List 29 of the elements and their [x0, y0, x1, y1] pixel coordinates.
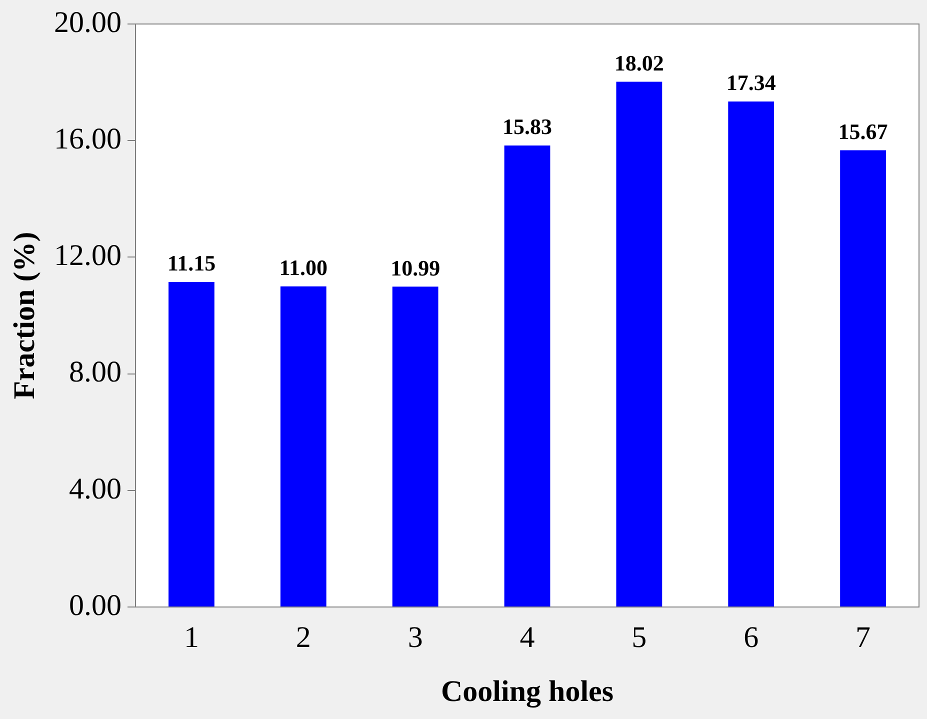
bar [616, 82, 662, 606]
y-tick-label: 16.00 [54, 122, 122, 156]
y-tick-label: 20.00 [54, 6, 122, 39]
x-tick-label: 2 [296, 620, 311, 654]
x-tick-label: 7 [856, 620, 871, 654]
data-label: 18.02 [614, 50, 664, 76]
x-tick-label: 5 [632, 620, 647, 654]
data-label: 17.34 [726, 70, 776, 96]
bar [280, 286, 326, 606]
x-tick-label: 6 [744, 620, 759, 654]
y-axis-title: Fraction (%) [8, 232, 41, 400]
bar [504, 146, 550, 606]
x-tick-label: 1 [184, 620, 199, 654]
x-axis-title: Cooling holes [440, 674, 614, 708]
y-tick-label: 12.00 [54, 239, 122, 272]
bar [392, 286, 438, 606]
y-tick-label: 4.00 [69, 472, 122, 506]
y-tick-label: 0.00 [69, 588, 122, 622]
data-label: 15.83 [502, 114, 552, 140]
x-tick-label: 3 [408, 620, 423, 654]
data-label: 11.00 [279, 255, 328, 280]
x-tick-label: 4 [520, 620, 535, 654]
y-tick-label: 8.00 [69, 356, 122, 389]
data-label: 15.67 [838, 118, 888, 144]
bar [840, 150, 886, 606]
data-label: 10.99 [390, 255, 440, 280]
data-label: 11.15 [167, 250, 216, 276]
bar [168, 282, 214, 606]
bar [728, 102, 774, 606]
